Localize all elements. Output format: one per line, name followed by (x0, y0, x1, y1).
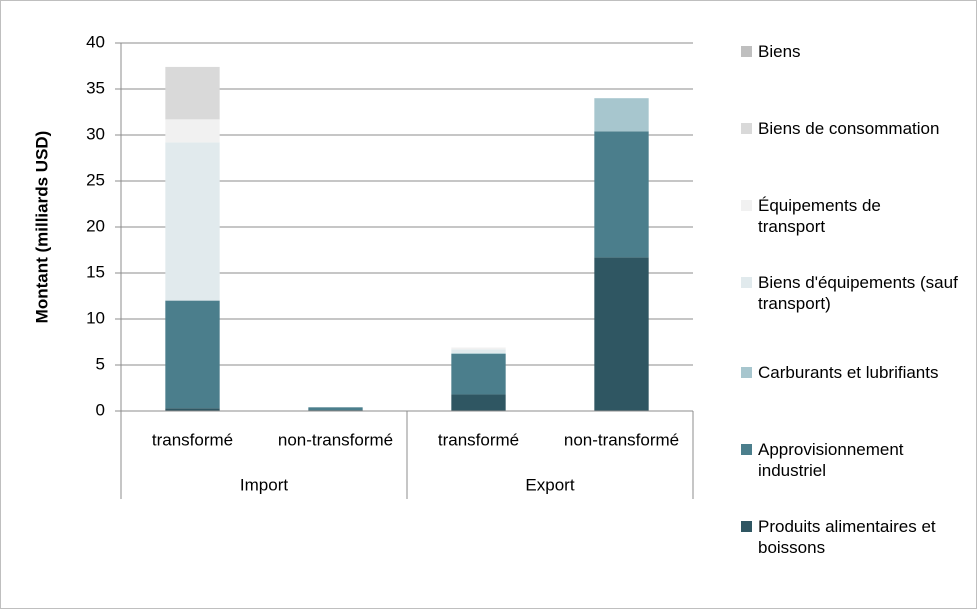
bar-segment (594, 131, 649, 258)
x-tick-label: transformé (438, 430, 519, 449)
bar-segment (594, 98, 649, 132)
bar-segment (451, 394, 506, 411)
bar-segment (165, 66, 220, 120)
bar-segment (165, 142, 220, 301)
y-tick-label: 15 (86, 262, 105, 281)
y-tick-label: 20 (86, 216, 105, 235)
y-tick-label: 40 (86, 32, 105, 51)
group-label: Export (525, 475, 574, 494)
legend-item: Biens d'équipements (sauf transport) (741, 272, 973, 314)
legend-swatch (741, 367, 752, 378)
legend-label: Approvisionnement industriel (758, 440, 904, 480)
x-tick-label: non-transformé (564, 430, 679, 449)
bar-segment (165, 408, 220, 411)
legend-item: Approvisionnement industriel (741, 439, 973, 481)
bar-segment (165, 119, 220, 143)
legend-item: Équipements de transport (741, 195, 973, 237)
y-tick-label: 5 (96, 354, 105, 373)
legend-item: Produits alimentaires et boissons (741, 516, 973, 558)
y-tick-label: 35 (86, 78, 105, 97)
bar-segment (308, 407, 363, 411)
legend-label: Produits alimentaires et boissons (758, 517, 936, 557)
legend-swatch (741, 123, 752, 134)
legend-item: Biens de consommation (741, 118, 973, 139)
legend-swatch (741, 521, 752, 532)
legend-label: Biens d'équipements (sauf transport) (758, 273, 958, 313)
y-tick-label: 30 (86, 124, 105, 143)
y-tick-label: 10 (86, 308, 105, 327)
legend-item: Carburants et lubrifiants (741, 362, 973, 383)
group-label: Import (240, 475, 288, 494)
legend-swatch (741, 46, 752, 57)
legend-label: Équipements de transport (758, 196, 881, 236)
bar-segment (451, 349, 506, 354)
bar-segment (165, 300, 220, 409)
y-tick-label: 0 (96, 400, 105, 419)
chart: Montant (milliards USD) 0 5 10 15 20 25 30 35 40… (32, 32, 694, 499)
legend-swatch (741, 277, 752, 288)
legend-label: Biens (758, 42, 801, 61)
x-tick-label: non-transformé (278, 430, 393, 449)
bar-segment (594, 257, 649, 411)
legend-swatch (741, 200, 752, 211)
legend-label: Carburants et lubrifiants (758, 363, 939, 382)
y-tick-label: 25 (86, 170, 105, 189)
bar-segment (451, 353, 506, 354)
bar-segment (451, 347, 506, 350)
x-tick-label: transformé (152, 430, 233, 449)
y-axis-title: Montant (milliards USD) (32, 131, 51, 324)
legend-item: Biens (741, 41, 973, 62)
legend-swatch (741, 444, 752, 455)
bar-segment (451, 353, 506, 395)
legend-label: Biens de consommation (758, 119, 940, 138)
